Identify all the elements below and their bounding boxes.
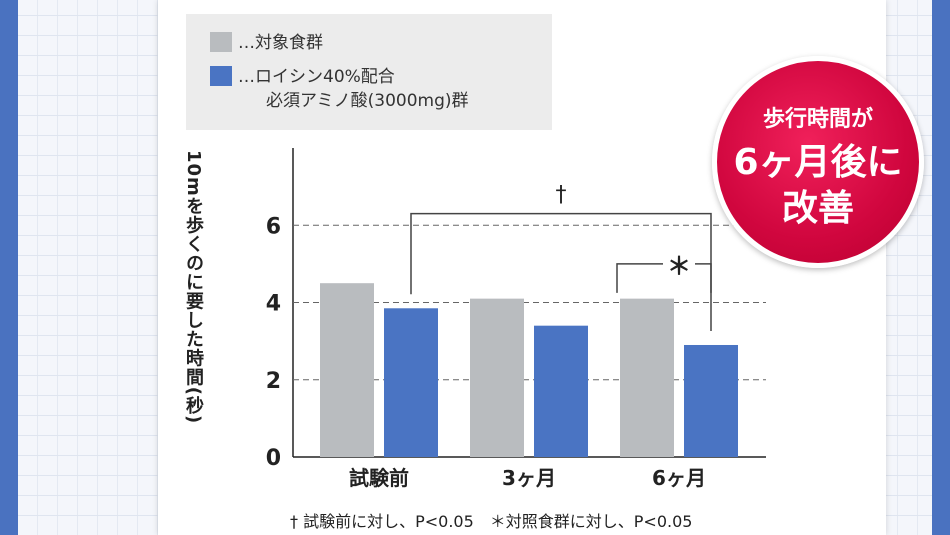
bracket-line (616, 263, 663, 293)
bar-1-1 (534, 325, 588, 457)
y-tick-label: 2 (266, 369, 281, 394)
x-tick-label: 試験前 (349, 466, 409, 490)
bracket-symbol: † (556, 183, 567, 208)
bar-0-1 (384, 308, 438, 457)
y-tick-label: 0 (266, 446, 281, 471)
legend-swatch-leucine (210, 66, 232, 86)
y-tick-label: 4 (266, 292, 281, 317)
x-tick-label: 6ヶ月 (652, 466, 706, 490)
legend-item-leucine: …ロイシン40%配合 必須アミノ酸(3000mg)群 (210, 66, 469, 112)
bar-0-0 (320, 283, 374, 457)
legend-label-leucine-line2: 必須アミノ酸(3000mg)群 (266, 91, 469, 111)
x-tick-label: 3ヶ月 (502, 466, 556, 490)
legend-swatch-control (210, 32, 232, 52)
bracket-symbol: ＊ (667, 252, 691, 280)
footnote: † 試験前に対し、P<0.05 ＊対照食群に対し、P<0.05 (290, 512, 693, 531)
legend: …対象食群 …ロイシン40%配合 必須アミノ酸(3000mg)群 (186, 14, 552, 130)
highlight-badge: 歩行時間が 6ヶ月後に 改善 (712, 56, 924, 268)
legend-label-control: …対象食群 (238, 33, 323, 53)
badge-line-1: 歩行時間が (762, 107, 873, 132)
badge-line-2: 6ヶ月後に (733, 142, 903, 183)
bracket-line (695, 263, 712, 293)
bar-2-1 (684, 344, 738, 457)
significance-bracket: ＊ (616, 252, 712, 293)
bar-1-0 (470, 298, 524, 457)
legend-label-leucine-block: …ロイシン40%配合 必須アミノ酸(3000mg)群 (238, 66, 469, 112)
y-tick-label: 6 (266, 214, 281, 239)
badge-line-3: 改善 (781, 188, 854, 229)
legend-item-control: …対象食群 (210, 32, 323, 54)
bar-2-0 (620, 298, 674, 457)
legend-label-leucine: …ロイシン40%配合 (238, 67, 395, 87)
y-axis-title: 10mを歩くのに要した時間(秒) (183, 150, 204, 425)
